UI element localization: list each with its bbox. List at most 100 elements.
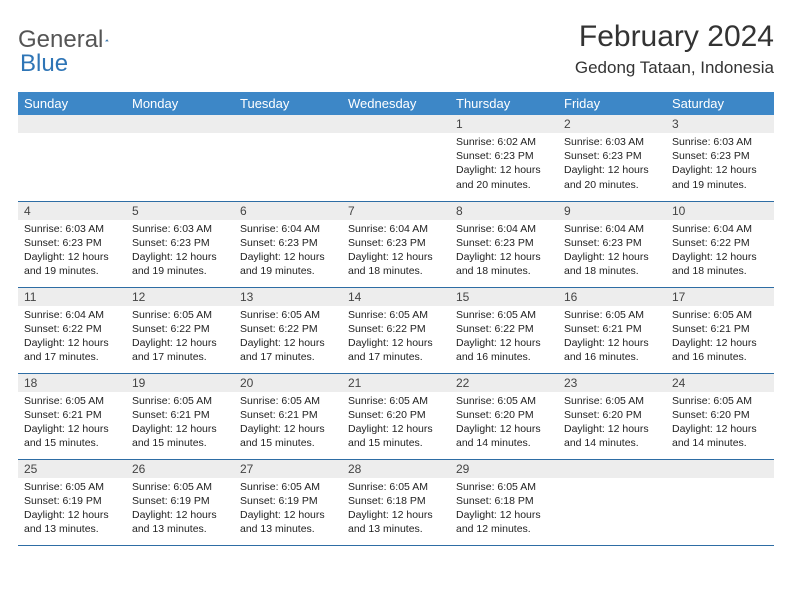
sunset-text: Sunset: 6:18 PM — [348, 494, 444, 508]
sunrise-text: Sunrise: 6:04 AM — [240, 222, 336, 236]
day-content: Sunrise: 6:05 AMSunset: 6:19 PMDaylight:… — [126, 478, 234, 541]
day-content: Sunrise: 6:04 AMSunset: 6:23 PMDaylight:… — [234, 220, 342, 283]
calendar-day-cell: 27Sunrise: 6:05 AMSunset: 6:19 PMDayligh… — [234, 459, 342, 545]
day-content: Sunrise: 6:05 AMSunset: 6:22 PMDaylight:… — [126, 306, 234, 369]
sunrise-text: Sunrise: 6:05 AM — [240, 480, 336, 494]
day-content: Sunrise: 6:03 AMSunset: 6:23 PMDaylight:… — [126, 220, 234, 283]
daylight-text: Daylight: 12 hours and 15 minutes. — [348, 422, 444, 450]
calendar-day-cell: 17Sunrise: 6:05 AMSunset: 6:21 PMDayligh… — [666, 287, 774, 373]
day-number: 29 — [450, 460, 558, 478]
calendar-day-cell: 16Sunrise: 6:05 AMSunset: 6:21 PMDayligh… — [558, 287, 666, 373]
sunrise-text: Sunrise: 6:05 AM — [456, 480, 552, 494]
day-number: 13 — [234, 288, 342, 306]
day-content: Sunrise: 6:04 AMSunset: 6:23 PMDaylight:… — [342, 220, 450, 283]
sunrise-text: Sunrise: 6:03 AM — [672, 135, 768, 149]
calendar-week-row: 25Sunrise: 6:05 AMSunset: 6:19 PMDayligh… — [18, 459, 774, 545]
day-number: 8 — [450, 202, 558, 220]
day-number: 14 — [342, 288, 450, 306]
day-number: 2 — [558, 115, 666, 133]
sunrise-text: Sunrise: 6:04 AM — [672, 222, 768, 236]
day-content: Sunrise: 6:05 AMSunset: 6:21 PMDaylight:… — [234, 392, 342, 455]
calendar-day-cell: 1Sunrise: 6:02 AMSunset: 6:23 PMDaylight… — [450, 115, 558, 201]
sunrise-text: Sunrise: 6:05 AM — [456, 394, 552, 408]
day-content: Sunrise: 6:04 AMSunset: 6:23 PMDaylight:… — [450, 220, 558, 283]
day-content: Sunrise: 6:02 AMSunset: 6:23 PMDaylight:… — [450, 133, 558, 196]
daylight-text: Daylight: 12 hours and 17 minutes. — [240, 336, 336, 364]
sunset-text: Sunset: 6:22 PM — [132, 322, 228, 336]
calendar-day-cell: 23Sunrise: 6:05 AMSunset: 6:20 PMDayligh… — [558, 373, 666, 459]
calendar-day-cell: 29Sunrise: 6:05 AMSunset: 6:18 PMDayligh… — [450, 459, 558, 545]
day-content — [18, 133, 126, 183]
daylight-text: Daylight: 12 hours and 19 minutes. — [132, 250, 228, 278]
sunrise-text: Sunrise: 6:05 AM — [564, 394, 660, 408]
sunset-text: Sunset: 6:19 PM — [240, 494, 336, 508]
calendar-day-cell: 25Sunrise: 6:05 AMSunset: 6:19 PMDayligh… — [18, 459, 126, 545]
calendar-day-cell: 14Sunrise: 6:05 AMSunset: 6:22 PMDayligh… — [342, 287, 450, 373]
daylight-text: Daylight: 12 hours and 13 minutes. — [24, 508, 120, 536]
day-content: Sunrise: 6:05 AMSunset: 6:18 PMDaylight:… — [450, 478, 558, 541]
calendar-day-cell: 6Sunrise: 6:04 AMSunset: 6:23 PMDaylight… — [234, 201, 342, 287]
sunrise-text: Sunrise: 6:05 AM — [240, 308, 336, 322]
sunrise-text: Sunrise: 6:05 AM — [132, 394, 228, 408]
calendar-day-cell: 9Sunrise: 6:04 AMSunset: 6:23 PMDaylight… — [558, 201, 666, 287]
daylight-text: Daylight: 12 hours and 15 minutes. — [132, 422, 228, 450]
day-content: Sunrise: 6:05 AMSunset: 6:22 PMDaylight:… — [342, 306, 450, 369]
sunset-text: Sunset: 6:22 PM — [672, 236, 768, 250]
sunrise-text: Sunrise: 6:04 AM — [564, 222, 660, 236]
sunrise-text: Sunrise: 6:05 AM — [348, 480, 444, 494]
daylight-text: Daylight: 12 hours and 18 minutes. — [564, 250, 660, 278]
day-content: Sunrise: 6:05 AMSunset: 6:18 PMDaylight:… — [342, 478, 450, 541]
calendar-day-cell: 11Sunrise: 6:04 AMSunset: 6:22 PMDayligh… — [18, 287, 126, 373]
calendar-day-cell — [234, 115, 342, 201]
calendar-day-cell — [18, 115, 126, 201]
day-number: 20 — [234, 374, 342, 392]
day-number: 18 — [18, 374, 126, 392]
calendar-day-cell — [342, 115, 450, 201]
day-number: 7 — [342, 202, 450, 220]
location-subtitle: Gedong Tataan, Indonesia — [575, 58, 774, 78]
weekday-header: Friday — [558, 92, 666, 115]
daylight-text: Daylight: 12 hours and 13 minutes. — [240, 508, 336, 536]
sunrise-text: Sunrise: 6:04 AM — [348, 222, 444, 236]
sunset-text: Sunset: 6:21 PM — [240, 408, 336, 422]
daylight-text: Daylight: 12 hours and 17 minutes. — [348, 336, 444, 364]
calendar-day-cell: 4Sunrise: 6:03 AMSunset: 6:23 PMDaylight… — [18, 201, 126, 287]
sunset-text: Sunset: 6:21 PM — [672, 322, 768, 336]
day-content — [558, 478, 666, 528]
sunset-text: Sunset: 6:23 PM — [456, 149, 552, 163]
sunset-text: Sunset: 6:23 PM — [456, 236, 552, 250]
day-number: 17 — [666, 288, 774, 306]
day-number: 24 — [666, 374, 774, 392]
sunset-text: Sunset: 6:18 PM — [456, 494, 552, 508]
sunset-text: Sunset: 6:19 PM — [24, 494, 120, 508]
sunrise-text: Sunrise: 6:05 AM — [24, 480, 120, 494]
day-content: Sunrise: 6:05 AMSunset: 6:21 PMDaylight:… — [558, 306, 666, 369]
day-content — [126, 133, 234, 183]
daylight-text: Daylight: 12 hours and 15 minutes. — [240, 422, 336, 450]
day-content: Sunrise: 6:05 AMSunset: 6:21 PMDaylight:… — [666, 306, 774, 369]
sunset-text: Sunset: 6:23 PM — [672, 149, 768, 163]
weekday-header: Monday — [126, 92, 234, 115]
sunrise-text: Sunrise: 6:05 AM — [24, 394, 120, 408]
calendar-day-cell: 19Sunrise: 6:05 AMSunset: 6:21 PMDayligh… — [126, 373, 234, 459]
calendar-day-cell: 21Sunrise: 6:05 AMSunset: 6:20 PMDayligh… — [342, 373, 450, 459]
daylight-text: Daylight: 12 hours and 17 minutes. — [132, 336, 228, 364]
calendar-day-cell: 15Sunrise: 6:05 AMSunset: 6:22 PMDayligh… — [450, 287, 558, 373]
sunrise-text: Sunrise: 6:05 AM — [348, 308, 444, 322]
calendar-week-row: 4Sunrise: 6:03 AMSunset: 6:23 PMDaylight… — [18, 201, 774, 287]
day-number: 10 — [666, 202, 774, 220]
daylight-text: Daylight: 12 hours and 18 minutes. — [348, 250, 444, 278]
day-content: Sunrise: 6:05 AMSunset: 6:20 PMDaylight:… — [666, 392, 774, 455]
daylight-text: Daylight: 12 hours and 17 minutes. — [24, 336, 120, 364]
sunrise-text: Sunrise: 6:03 AM — [24, 222, 120, 236]
day-content: Sunrise: 6:05 AMSunset: 6:21 PMDaylight:… — [126, 392, 234, 455]
calendar-day-cell: 22Sunrise: 6:05 AMSunset: 6:20 PMDayligh… — [450, 373, 558, 459]
day-number — [558, 460, 666, 478]
weekday-header: Saturday — [666, 92, 774, 115]
calendar-day-cell: 3Sunrise: 6:03 AMSunset: 6:23 PMDaylight… — [666, 115, 774, 201]
calendar-day-cell: 5Sunrise: 6:03 AMSunset: 6:23 PMDaylight… — [126, 201, 234, 287]
sunset-text: Sunset: 6:23 PM — [564, 149, 660, 163]
daylight-text: Daylight: 12 hours and 16 minutes. — [672, 336, 768, 364]
day-content: Sunrise: 6:05 AMSunset: 6:20 PMDaylight:… — [450, 392, 558, 455]
day-number: 22 — [450, 374, 558, 392]
